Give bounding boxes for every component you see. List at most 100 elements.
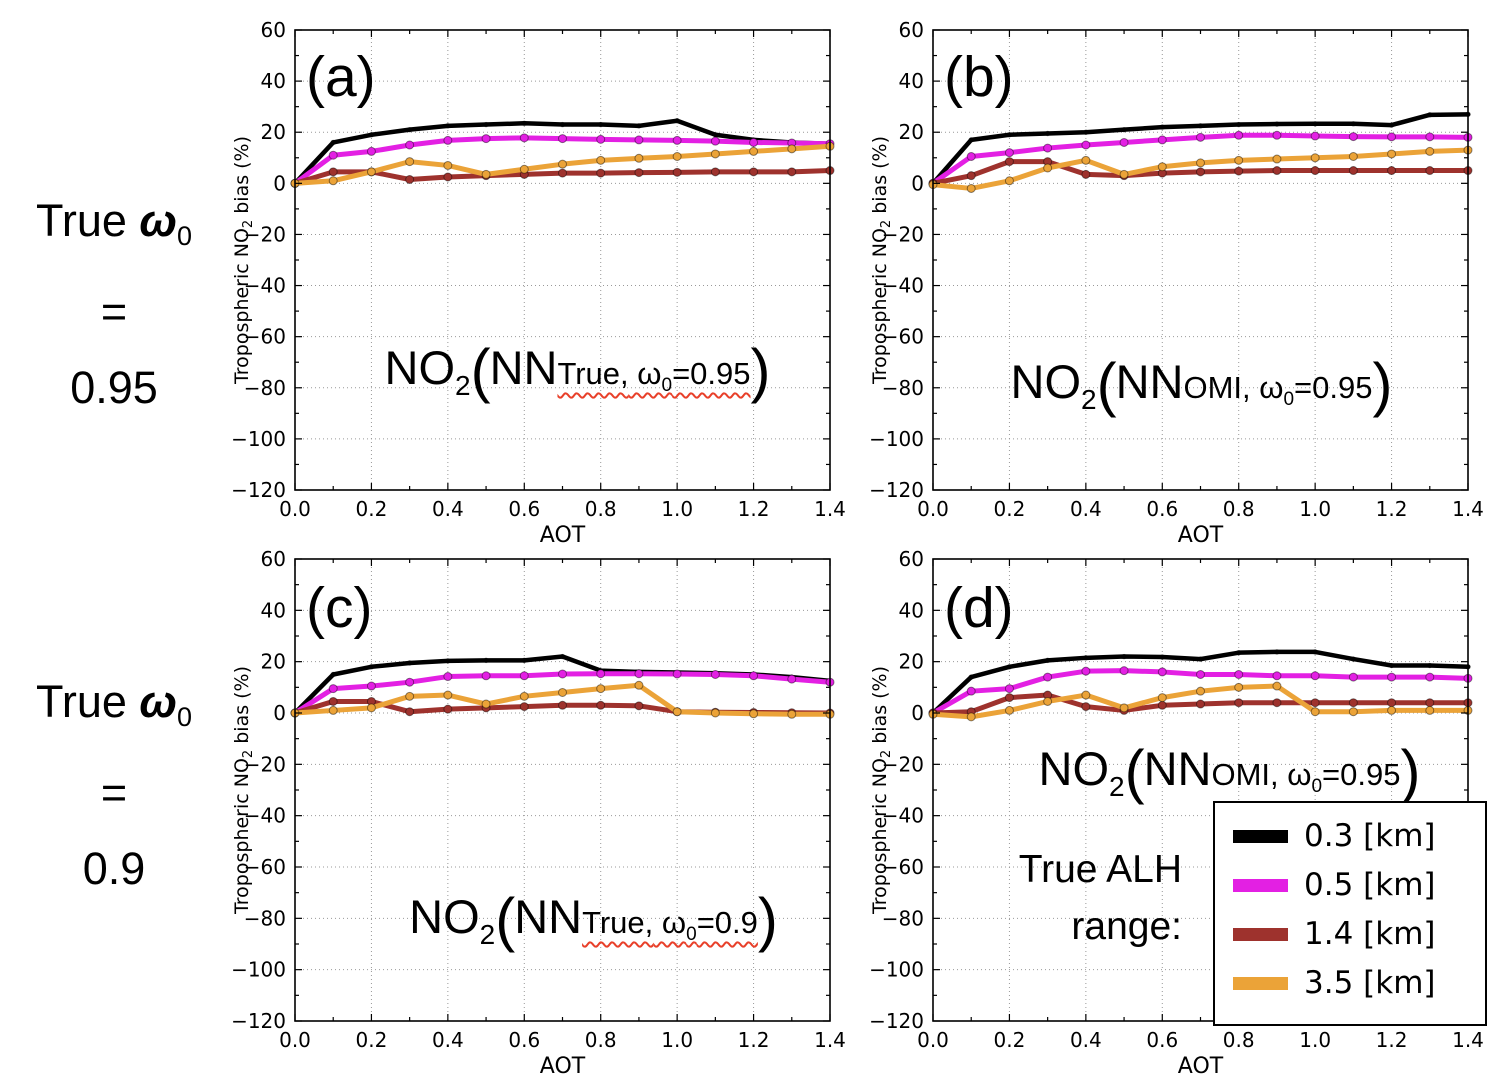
legend-entry: 0.5 [km] <box>1233 867 1469 903</box>
svg-text:40: 40 <box>261 69 286 93</box>
legend-swatch-0.5km <box>1233 878 1288 892</box>
svg-text:0.6: 0.6 <box>508 497 540 521</box>
svg-text:−60: −60 <box>882 855 924 879</box>
series-3.5 [km] <box>928 681 1473 722</box>
legend-title: True ALH range: <box>1019 841 1182 955</box>
series-3.5 [km] <box>290 680 835 719</box>
svg-text:1.4: 1.4 <box>1452 497 1484 521</box>
series-0.3 [km] <box>930 111 1471 187</box>
panel-label-b: (b) <box>944 45 1014 109</box>
panel-c: 0.0 0.2 0.4 0.6 0.8 1.0 1.2 1.4 60 40 20 0 −20 −40 −60… <box>232 545 870 1087</box>
svg-text:1.4: 1.4 <box>814 497 846 521</box>
svg-text:−100: −100 <box>870 958 924 982</box>
svg-text:−100: −100 <box>232 427 286 451</box>
svg-text:60: 60 <box>899 18 924 42</box>
svg-text:0: 0 <box>911 701 924 725</box>
tick-labels: 0.0 0.2 0.4 0.6 0.8 1.0 1.2 1.4 60 40 20 0 −20 −40 −60… <box>870 18 1484 521</box>
svg-text:0.4: 0.4 <box>432 1028 464 1052</box>
svg-text:1.2: 1.2 <box>738 1028 770 1052</box>
svg-text:0.2: 0.2 <box>994 497 1026 521</box>
x-axis-label: AOT <box>1178 1054 1224 1079</box>
gridlines <box>933 30 1468 490</box>
svg-text:0.4: 0.4 <box>1070 1028 1102 1052</box>
svg-text:1.4: 1.4 <box>1452 1028 1484 1052</box>
annotation-c: NO2(NNTrue, ω0=0.9) <box>409 886 778 953</box>
x-axis-label: AOT <box>1178 523 1224 545</box>
x-axis-label: AOT <box>540 1054 586 1079</box>
svg-text:−120: −120 <box>232 1009 286 1033</box>
legend-swatch-3.5km <box>1233 976 1288 990</box>
legend-entry: 0.3 [km] <box>1233 818 1469 854</box>
svg-text:−120: −120 <box>870 1009 924 1033</box>
svg-text:−20: −20 <box>244 222 286 246</box>
chart-c-canvas: 0.0 0.2 0.4 0.6 0.8 1.0 1.2 1.4 60 40 20 0 −20 −40 −60… <box>232 547 846 1079</box>
tick-labels: 0.0 0.2 0.4 0.6 0.8 1.0 1.2 1.4 60 40 20 0 −20 −40 −60… <box>232 18 846 521</box>
svg-text:20: 20 <box>261 650 286 674</box>
annotation-subscript-group: True, ω0=0.95 <box>557 356 751 396</box>
svg-text:0.8: 0.8 <box>585 1028 617 1052</box>
svg-text:40: 40 <box>899 598 924 622</box>
annotation-d: NO2(NNOMI, ω0=0.95) <box>1038 738 1421 805</box>
svg-text:1.2: 1.2 <box>738 497 770 521</box>
series-1.4 [km] <box>290 166 835 188</box>
svg-text:1.0: 1.0 <box>1299 497 1331 521</box>
legend-swatch-0.3km <box>1233 829 1288 843</box>
legend-entry: 3.5 [km] <box>1233 965 1469 1001</box>
svg-text:−120: −120 <box>232 478 286 502</box>
svg-text:1.4: 1.4 <box>814 1028 846 1052</box>
svg-text:0.0: 0.0 <box>279 497 311 521</box>
series-3.5 [km] <box>928 145 1473 193</box>
row-label-line1: True ω0 <box>36 676 192 732</box>
svg-text:−100: −100 <box>870 427 924 451</box>
annotation-subscript-group: OMI, ω0=0.95 <box>1211 757 1401 797</box>
svg-text:0.2: 0.2 <box>994 1028 1026 1052</box>
row-label-line1: True ω0 <box>36 195 192 251</box>
svg-text:−20: −20 <box>882 752 924 776</box>
svg-text:1.2: 1.2 <box>1376 497 1408 521</box>
panel-label-d: (d) <box>944 576 1014 640</box>
svg-text:1.0: 1.0 <box>661 1028 693 1052</box>
svg-text:−60: −60 <box>244 325 286 349</box>
legend-swatch-1.4km <box>1233 927 1288 941</box>
svg-text:−120: −120 <box>870 478 924 502</box>
row-label-value: 0.9 <box>82 843 146 894</box>
panel-d: 0.0 0.2 0.4 0.6 0.8 1.0 1.2 1.4 60 40 20 0 −20 −40 −60… <box>870 545 1508 1087</box>
row-label-value: 0.95 <box>70 362 158 413</box>
svg-text:0.8: 0.8 <box>1223 1028 1255 1052</box>
y-axis-label: Tropospheric NO2 bias (%) <box>232 666 256 915</box>
y-axis-label: Tropospheric NO2 bias (%) <box>870 136 894 385</box>
series-0.5 [km] <box>928 130 1473 188</box>
svg-text:0.0: 0.0 <box>279 1028 311 1052</box>
svg-text:20: 20 <box>899 650 924 674</box>
legend-label: 1.4 [km] <box>1304 916 1436 952</box>
legend: 0.3 [km] 0.5 [km] 1.4 [km] 3.5 [km] <box>1213 801 1487 1026</box>
svg-text:0.8: 0.8 <box>1223 497 1255 521</box>
svg-text:60: 60 <box>261 547 286 571</box>
panel-label-c: (c) <box>306 576 373 640</box>
svg-text:−20: −20 <box>882 222 924 246</box>
svg-text:0.6: 0.6 <box>1146 497 1178 521</box>
svg-text:0.2: 0.2 <box>356 497 388 521</box>
panel-label-a: (a) <box>306 45 376 109</box>
tick-labels: 0.0 0.2 0.4 0.6 0.8 1.0 1.2 1.4 60 40 20 0 −20 −40 −60… <box>232 547 846 1052</box>
ticks <box>294 29 831 491</box>
svg-text:−80: −80 <box>882 376 924 400</box>
gridlines <box>295 559 830 1021</box>
svg-text:−40: −40 <box>882 274 924 298</box>
svg-text:−80: −80 <box>244 906 286 930</box>
svg-text:60: 60 <box>261 18 286 42</box>
tick-labels: 0.0 0.2 0.4 0.6 0.8 1.0 1.2 1.4 60 40 20 0 −20 −40 −60… <box>870 547 1484 1052</box>
svg-text:40: 40 <box>899 69 924 93</box>
x-axis-label: AOT <box>540 523 586 545</box>
row-label-equals: = <box>100 286 128 337</box>
svg-text:−100: −100 <box>232 958 286 982</box>
chart-a-canvas: 0.0 0.2 0.4 0.6 0.8 1.0 1.2 1.4 60 40 20 0 −20 −40 −60… <box>232 18 846 545</box>
svg-text:20: 20 <box>899 120 924 144</box>
svg-text:0.0: 0.0 <box>917 1028 949 1052</box>
svg-text:0: 0 <box>273 171 286 195</box>
legend-label: 0.3 [km] <box>1304 818 1436 854</box>
svg-text:0.6: 0.6 <box>508 1028 540 1052</box>
chart-d-canvas: 0.0 0.2 0.4 0.6 0.8 1.0 1.2 1.4 60 40 20 0 −20 −40 −60… <box>870 547 1484 1079</box>
svg-text:−40: −40 <box>244 804 286 828</box>
